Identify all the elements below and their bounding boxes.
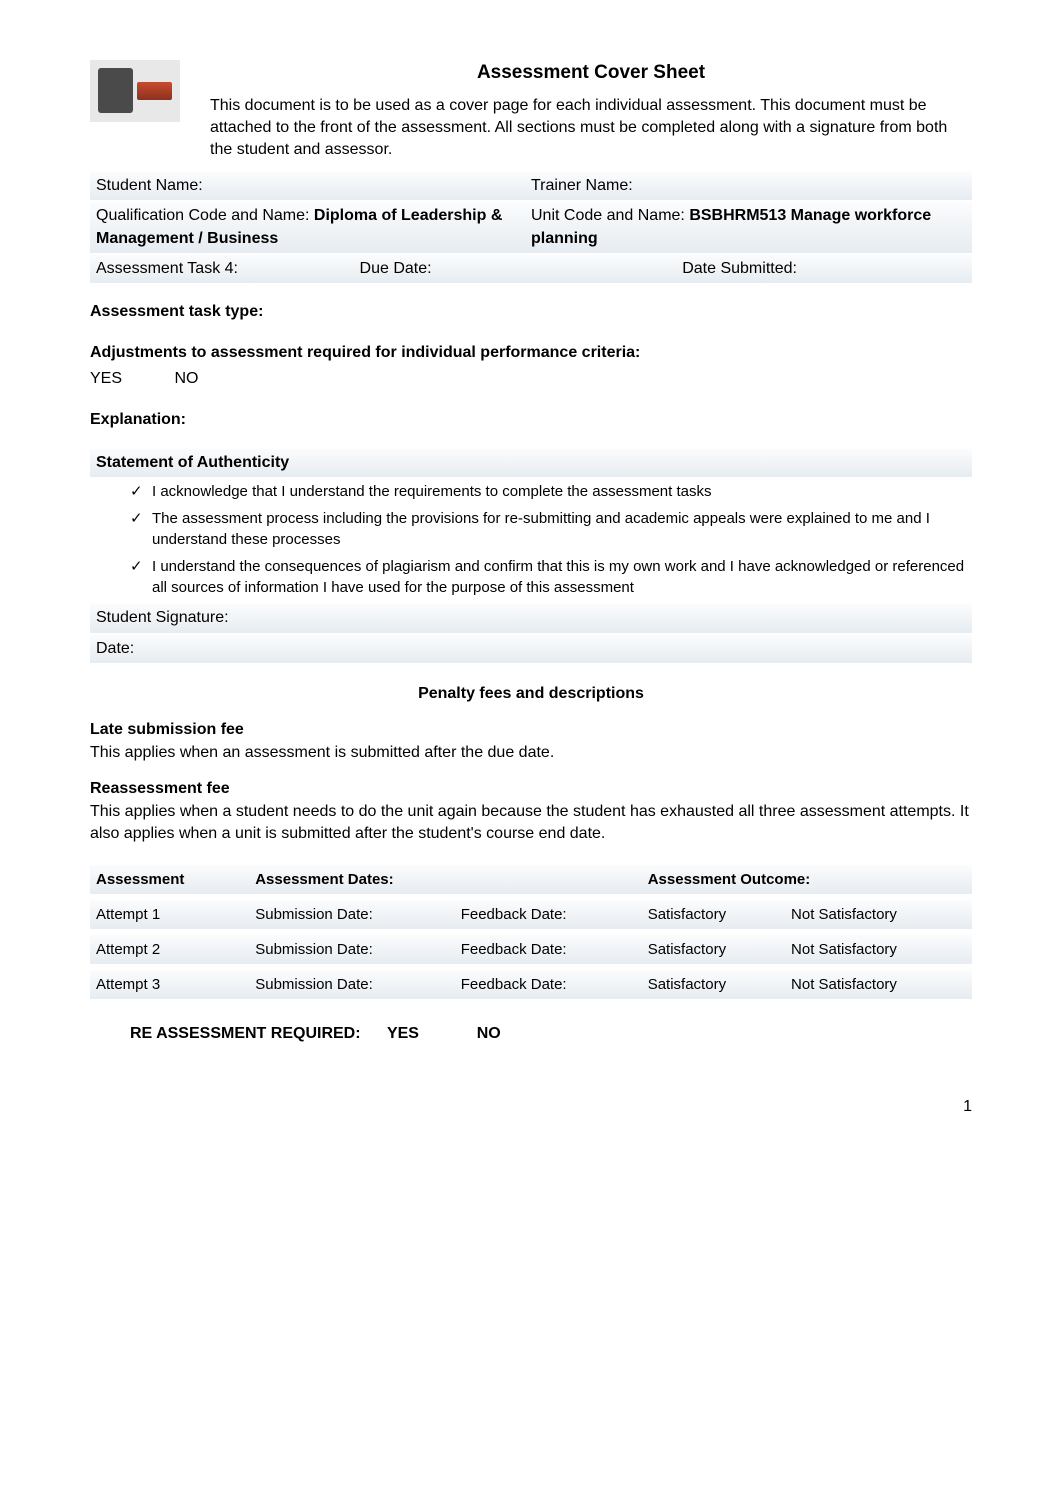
satisfactory-label: Satisfactory — [642, 900, 785, 929]
qualification-cell: Qualification Code and Name: Diploma of … — [96, 205, 531, 250]
feedback-date-label: Feedback Date: — [455, 970, 642, 999]
date-submitted-label: Date Submitted: — [562, 258, 966, 280]
authenticity-heading: Statement of Authenticity — [90, 449, 972, 477]
page-number: 1 — [90, 1096, 972, 1118]
col-dates: Assessment Dates: — [249, 865, 641, 894]
student-signature-label: Student Signature: — [90, 604, 972, 632]
authenticity-item: I acknowledge that I understand the requ… — [130, 481, 972, 502]
attempt-label: Attempt 1 — [90, 900, 249, 929]
satisfactory-label: Satisfactory — [642, 970, 785, 999]
assessment-task-type-label: Assessment task type: — [90, 301, 972, 323]
page-title: Assessment Cover Sheet — [210, 60, 972, 87]
late-fee-text: This applies when an assessment is submi… — [90, 742, 972, 764]
adjustments-no: NO — [174, 370, 198, 387]
unit-cell: Unit Code and Name: BSBHRM513 Manage wor… — [531, 205, 966, 250]
reassessment-fee-text: This applies when a student needs to do … — [90, 801, 972, 846]
adjustments-yes: YES — [90, 368, 170, 390]
late-fee-heading: Late submission fee — [90, 719, 972, 741]
due-date-label: Due Date: — [360, 258, 563, 280]
authenticity-item: The assessment process including the pro… — [130, 508, 972, 550]
submission-date-label: Submission Date: — [249, 900, 454, 929]
assessment-task-label: Assessment Task 4: — [96, 258, 360, 280]
col-outcome: Assessment Outcome: — [642, 865, 972, 894]
reassessment-fee-heading: Reassessment fee — [90, 778, 972, 800]
col-assessment: Assessment — [90, 865, 249, 894]
qualification-label: Qualification Code and Name: — [96, 207, 314, 224]
student-name-label: Student Name: — [96, 175, 531, 197]
trainer-name-label: Trainer Name: — [531, 175, 966, 197]
penalty-title: Penalty fees and descriptions — [90, 683, 972, 705]
unit-label: Unit Code and Name: — [531, 207, 689, 224]
submission-date-label: Submission Date: — [249, 935, 454, 964]
assessment-table: Assessment Assessment Dates: Assessment … — [90, 859, 972, 1005]
not-satisfactory-label: Not Satisfactory — [785, 935, 972, 964]
satisfactory-label: Satisfactory — [642, 935, 785, 964]
intro-text: This document is to be used as a cover p… — [210, 95, 972, 162]
not-satisfactory-label: Not Satisfactory — [785, 900, 972, 929]
feedback-date-label: Feedback Date: — [455, 900, 642, 929]
logo-image — [90, 60, 180, 122]
explanation-label: Explanation: — [90, 409, 972, 431]
authenticity-item: I understand the consequences of plagiar… — [130, 556, 972, 598]
feedback-date-label: Feedback Date: — [455, 935, 642, 964]
submission-date-label: Submission Date: — [249, 970, 454, 999]
not-satisfactory-label: Not Satisfactory — [785, 970, 972, 999]
adjustments-heading: Adjustments to assessment required for i… — [90, 342, 972, 364]
re-assessment-label: RE ASSESSMENT REQUIRED: — [130, 1025, 361, 1042]
signature-date-label: Date: — [90, 635, 972, 663]
authenticity-list: I acknowledge that I understand the requ… — [90, 481, 972, 598]
attempt-label: Attempt 3 — [90, 970, 249, 999]
re-assessment-no: NO — [477, 1025, 501, 1042]
attempt-label: Attempt 2 — [90, 935, 249, 964]
re-assessment-yes: YES — [387, 1025, 419, 1042]
